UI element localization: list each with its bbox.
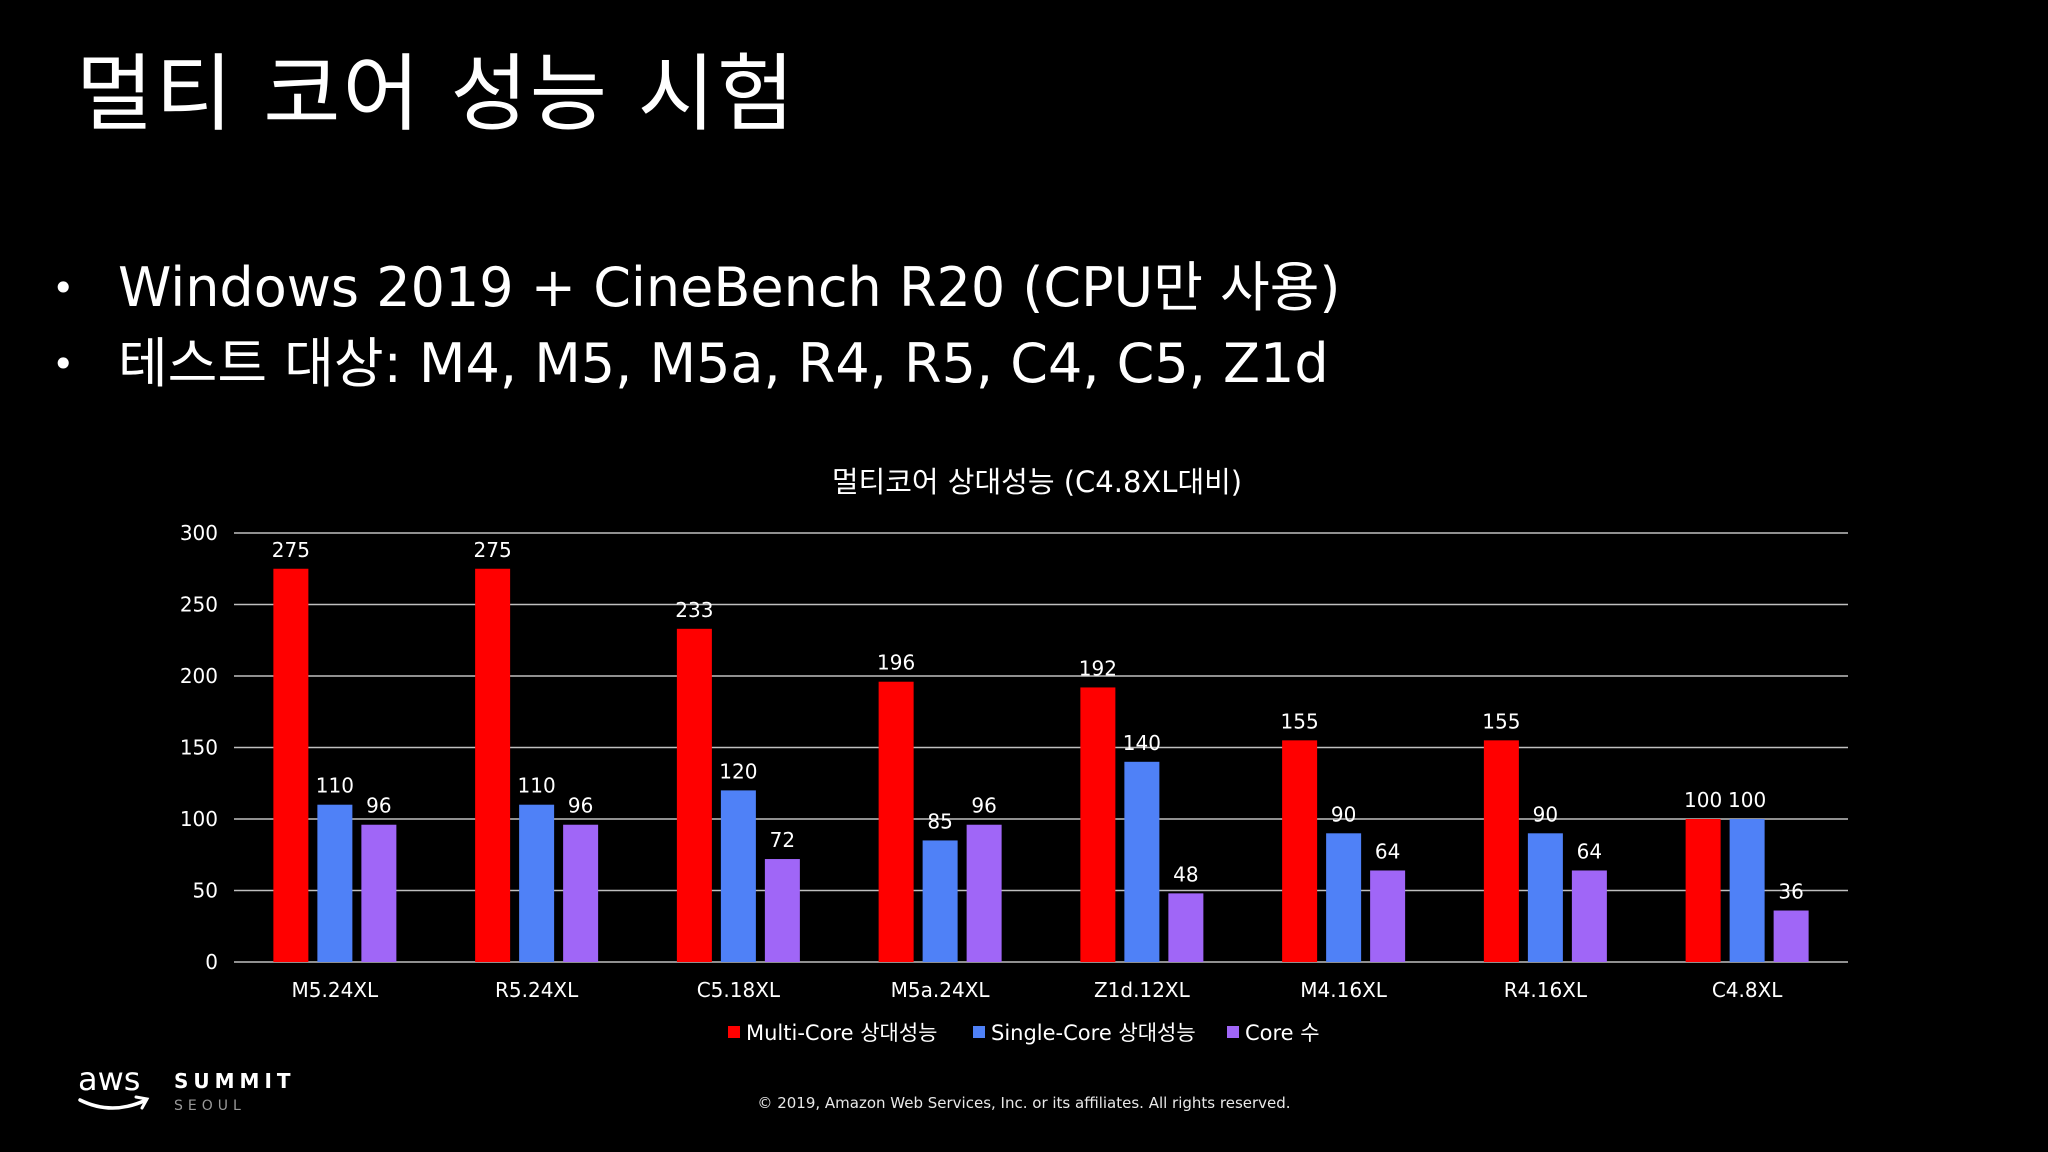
bullet-dot-icon: • (52, 342, 75, 386)
bar (361, 824, 397, 962)
data-label: 72 (770, 828, 795, 852)
aws-logo-wordmark: aws (78, 1062, 140, 1098)
bar (676, 628, 712, 962)
aws-smile-arrow-icon (134, 1095, 150, 1110)
data-label: 155 (1281, 709, 1319, 733)
bullet-text: Windows 2019 + CineBench R20 (CPU만 사용) (118, 256, 1341, 319)
data-label: 100 (1728, 788, 1766, 812)
y-tick-label: 200 (180, 664, 218, 688)
chart-axis-ticks: 0 50 100 150 200 250 300 M5.24XL R5.24XL C5.18XL M… (180, 521, 1783, 1002)
bar (1370, 870, 1406, 962)
data-label: 100 (1684, 788, 1722, 812)
data-label: 110 (316, 774, 354, 798)
slide-title: 멀티 코어 성능 시험 (76, 45, 797, 143)
bar (519, 804, 555, 962)
bar (1527, 833, 1563, 962)
data-label: 233 (675, 598, 713, 622)
y-tick-label: 250 (180, 593, 218, 617)
data-label: 192 (1079, 656, 1117, 680)
chart-bars (273, 568, 1809, 962)
seoul-logo-text: SEOUL (174, 1098, 246, 1114)
x-tick-label: M4.16XL (1300, 978, 1387, 1002)
bullet-item: • Windows 2019 + CineBench R20 (CPU만 사용) (52, 250, 1340, 326)
legend-swatch (1227, 1026, 1239, 1038)
data-label: 90 (1533, 802, 1558, 826)
bar (878, 681, 914, 962)
data-label: 64 (1577, 839, 1602, 863)
bar (273, 568, 309, 962)
summit-logo-text: SUMMIT (174, 1069, 296, 1093)
bar (1080, 687, 1116, 962)
x-tick-label: M5a.24XL (891, 978, 991, 1002)
legend-swatch (728, 1026, 740, 1038)
bar-chart: 멀티코어 상대성능 (C4.8XL대비) 275 110 96 275 110 96 233… (180, 465, 1848, 1045)
chart-title: 멀티코어 상대성능 (C4.8XL대비) (832, 465, 1242, 499)
bar (1326, 833, 1362, 962)
chart-legend: Multi-Core 상대성능 Single-Core 상대성능 Core 수 (728, 1021, 1320, 1045)
bar (720, 790, 756, 962)
data-label: 120 (719, 759, 757, 783)
bullet-dot-icon: • (52, 266, 75, 310)
x-tick-label: C4.8XL (1712, 978, 1783, 1002)
y-tick-label: 150 (180, 736, 218, 760)
bar (922, 840, 958, 962)
y-tick-label: 300 (180, 521, 218, 545)
copyright-notice: © 2019, Amazon Web Services, Inc. or its… (757, 1094, 1291, 1112)
bar (475, 568, 511, 962)
x-tick-label: Z1d.12XL (1094, 978, 1191, 1002)
aws-summit-seoul-logo: aws SUMMIT SEOUL (78, 1062, 296, 1114)
x-tick-label: R5.24XL (495, 978, 579, 1002)
bar (1773, 910, 1809, 962)
bar (1282, 740, 1318, 962)
bar (1729, 819, 1765, 962)
data-label: 275 (272, 538, 310, 562)
data-label: 64 (1375, 839, 1400, 863)
bar (966, 824, 1002, 962)
bar (1685, 819, 1721, 962)
legend-swatch (973, 1026, 985, 1038)
data-label: 48 (1173, 862, 1198, 886)
y-tick-label: 100 (180, 807, 218, 831)
data-label: 36 (1778, 880, 1803, 904)
bar (317, 804, 353, 962)
bar (1168, 893, 1204, 962)
data-label: 140 (1123, 731, 1161, 755)
y-tick-label: 50 (193, 879, 218, 903)
legend-label: Single-Core 상대성능 (991, 1021, 1196, 1045)
bullet-item: • 테스트 대상: M4, M5, M5a, R4, R5, C4, C5, Z… (52, 326, 1340, 402)
data-label: 96 (971, 794, 996, 818)
legend-label: Core 수 (1245, 1021, 1320, 1045)
data-label: 85 (927, 809, 952, 833)
bar (563, 824, 599, 962)
x-tick-label: M5.24XL (292, 978, 379, 1002)
bullet-text: 테스트 대상: M4, M5, M5a, R4, R5, C4, C5, Z1d (118, 332, 1329, 395)
data-label: 196 (877, 651, 915, 675)
data-label: 155 (1482, 709, 1520, 733)
legend-label: Multi-Core 상대성능 (746, 1021, 937, 1045)
data-label: 110 (518, 774, 556, 798)
x-tick-label: C5.18XL (697, 978, 781, 1002)
bar (1483, 740, 1519, 962)
data-label: 96 (366, 794, 391, 818)
x-tick-label: R4.16XL (1504, 978, 1588, 1002)
bar (1124, 761, 1160, 962)
aws-smile-icon (78, 1098, 148, 1110)
bar (1571, 870, 1607, 962)
data-label: 90 (1331, 802, 1356, 826)
chart-data-labels: 275 110 96 275 110 96 233 120 72 196 85 96 192 140 48 1… (272, 538, 1804, 904)
data-label: 96 (568, 794, 593, 818)
data-label: 275 (474, 538, 512, 562)
y-tick-label: 0 (205, 950, 218, 974)
bullet-list: • Windows 2019 + CineBench R20 (CPU만 사용)… (52, 250, 1340, 402)
bar (764, 859, 800, 962)
